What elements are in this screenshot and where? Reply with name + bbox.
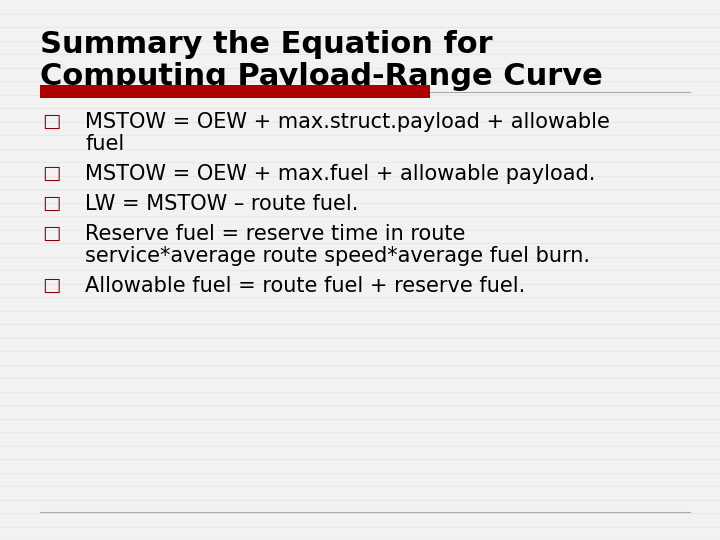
Text: Allowable fuel = route fuel + reserve fuel.: Allowable fuel = route fuel + reserve fu… [85,276,526,296]
Text: MSTOW = OEW + max.fuel + allowable payload.: MSTOW = OEW + max.fuel + allowable paylo… [85,164,595,184]
Text: MSTOW = OEW + max.struct.payload + allowable: MSTOW = OEW + max.struct.payload + allow… [85,112,610,132]
Text: service*average route speed*average fuel burn.: service*average route speed*average fuel… [85,246,590,266]
Text: □: □ [42,194,60,213]
Text: □: □ [42,112,60,131]
Text: □: □ [42,224,60,243]
Text: fuel: fuel [85,134,125,154]
Bar [40,85,430,98]
Text: LW = MSTOW – route fuel.: LW = MSTOW – route fuel. [85,194,359,214]
Text: □: □ [42,164,60,183]
Text: Summary the Equation for: Summary the Equation for [40,30,492,59]
Text: Reserve fuel = reserve time in route: Reserve fuel = reserve time in route [85,224,465,244]
Text: Computing Payload-Range Curve: Computing Payload-Range Curve [40,62,603,91]
Text: □: □ [42,276,60,295]
